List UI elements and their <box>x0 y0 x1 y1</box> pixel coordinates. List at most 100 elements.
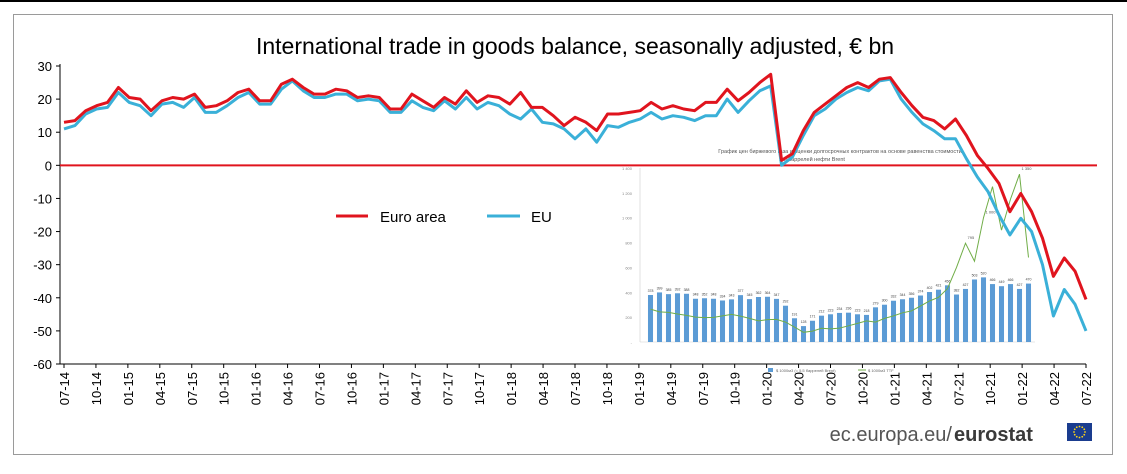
y-tick-label: 0 <box>45 158 52 173</box>
x-tick-label: 10-19 <box>728 372 743 405</box>
inset-line-label: 1 000 <box>986 210 997 215</box>
x-tick-label: 10-21 <box>983 372 998 405</box>
inset-bar <box>863 314 870 342</box>
x-tick-label: 04-15 <box>153 372 168 405</box>
inset-title: График цен биржевого газа и оценки долго… <box>718 149 961 155</box>
x-tick-label: 10-18 <box>600 372 615 405</box>
inset-bar-label: 348 <box>711 293 717 297</box>
inset-bar <box>836 312 843 342</box>
inset-bar-label: 385 <box>666 288 672 292</box>
flag-star <box>1075 435 1078 438</box>
inset-bar <box>719 300 726 342</box>
inset-ytick-label: 800 <box>625 241 632 246</box>
flag-star <box>1075 426 1078 429</box>
y-tick-label: 10 <box>38 125 52 140</box>
inset-ytick-label: 1 400 <box>622 166 633 171</box>
inset-bar <box>710 298 717 342</box>
inset-legend-bar-label: $ 1000м3 (= 5,5 баррелей Brent) <box>776 368 836 373</box>
inset-bar-label: 356 <box>909 292 915 296</box>
y-tick-label: 30 <box>38 59 52 74</box>
inset-bar <box>935 289 942 342</box>
top-border <box>0 0 1127 2</box>
x-tick-label: 10-20 <box>855 372 870 405</box>
flag-star <box>1073 428 1076 431</box>
inset-bar <box>890 300 897 342</box>
inset-bar <box>917 295 924 342</box>
x-tick-label: 01-18 <box>504 372 519 405</box>
inset-bar <box>791 318 798 342</box>
flag-star <box>1078 436 1081 439</box>
inset-bar-label: 334 <box>720 294 726 298</box>
inset-bar-label: 503 <box>972 273 978 277</box>
flag-star <box>1073 433 1076 436</box>
inset-bar-label: 427 <box>1017 283 1023 287</box>
inset-bar-label: 332 <box>891 295 897 299</box>
inset-bar-label: 466 <box>990 278 996 282</box>
series-lines <box>63 72 1088 332</box>
inset-bar-label: 343 <box>729 293 735 297</box>
inset-bar-label: 352 <box>702 292 708 296</box>
x-tick-label: 07-18 <box>568 372 583 405</box>
inset-bar <box>827 314 834 342</box>
inset-legend-line-label: $ 1000м3 TTF <box>868 368 894 373</box>
inset-bar-label: 378 <box>648 289 654 293</box>
inset-bar <box>998 286 1005 342</box>
inset-bar <box>728 299 735 342</box>
y-tick-label: -30 <box>33 258 52 273</box>
flag-star <box>1084 431 1086 433</box>
footer-eurostat: eurostat <box>954 424 1033 446</box>
inset-bar <box>746 299 753 342</box>
inset-subtitle: 5.5 баррелей нефти Brent <box>779 156 845 163</box>
inset-ytick-label: 600 <box>625 265 632 270</box>
inset-bar-label: 470 <box>1026 278 1032 282</box>
inset-bar <box>944 285 951 342</box>
inset-bar-label: 223 <box>855 308 861 312</box>
inset-bar <box>1007 284 1014 342</box>
inset-line-label: 1 350 <box>1022 166 1033 171</box>
y-tick-label: -50 <box>33 324 52 339</box>
inset-bar <box>800 326 807 342</box>
inset-bar-label: 388 <box>684 288 690 292</box>
inset-bar-label: 456 <box>945 279 951 283</box>
inset-bar <box>953 294 960 342</box>
x-tick-label: 04-20 <box>792 372 807 405</box>
inset-ytick-label: - <box>631 340 633 345</box>
inset-bar-label: 374 <box>918 290 924 294</box>
inset-bar-label: 348 <box>693 293 699 297</box>
series-line-eu <box>63 77 1088 332</box>
inset-bar <box>980 277 987 342</box>
inset-ttf-line <box>650 174 1029 333</box>
inset-bar-label: 234 <box>837 307 843 311</box>
inset-bar-label: 421 <box>936 284 942 288</box>
legend-label-eu: EU <box>531 209 552 226</box>
footer-brand: ec.europa.eu/ eurostat <box>830 423 1092 446</box>
inset-bar <box>701 298 708 342</box>
y-tick-label: -10 <box>33 191 52 206</box>
inset-bar-label: 520 <box>981 271 987 275</box>
y-tick-label: -60 <box>33 357 52 372</box>
inset-bar <box>782 305 789 342</box>
inset-bar <box>872 307 879 342</box>
eu-flag-icon <box>1067 423 1092 441</box>
x-tick-label: 10-15 <box>217 372 232 405</box>
inset-bar-label: 392 <box>675 287 681 291</box>
inset-bar-label: 300 <box>882 299 888 303</box>
x-tick-label: 07-21 <box>951 372 966 405</box>
x-tick-label: 07-17 <box>440 372 455 405</box>
inset-bar <box>899 299 906 342</box>
legend: Euro area EU <box>336 209 552 226</box>
x-tick-label: 10-17 <box>472 372 487 405</box>
x-tick-label: 01-17 <box>376 372 391 405</box>
inset-bar <box>665 294 672 342</box>
inset-bar <box>854 314 861 342</box>
x-tick-label: 01-20 <box>760 372 775 405</box>
inset-bar-label: 171 <box>810 315 816 319</box>
x-tick-label: 07-22 <box>1079 372 1094 405</box>
inset-bar <box>962 288 969 342</box>
x-tick-label: 07-19 <box>696 372 711 405</box>
flag-star <box>1073 431 1075 433</box>
inset-bar <box>989 284 996 342</box>
x-tick-label: 01-16 <box>249 372 264 405</box>
